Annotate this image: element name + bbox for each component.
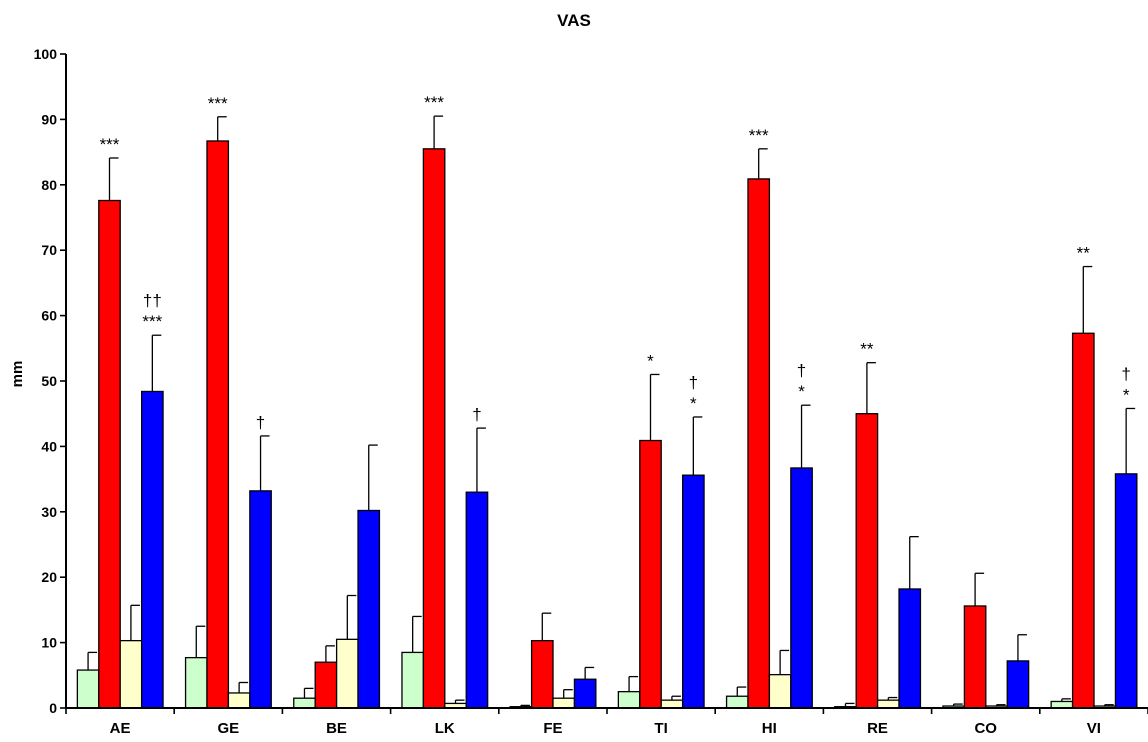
significance-marker: *** [100, 135, 120, 154]
bar [314, 661, 338, 709]
y-axis-label: mm [9, 361, 26, 388]
y-tick-label: 80 [41, 177, 57, 193]
bar [401, 651, 425, 709]
y-tick-label: 10 [41, 635, 57, 651]
bar [855, 413, 879, 709]
bar [140, 390, 164, 709]
axes-layer: AE GE BE LK FE TI HI RE CO VI 0 10 20 30 40 50 60 70 80 90 1… [34, 46, 1148, 737]
bar [227, 692, 251, 709]
bar [768, 673, 792, 709]
x-tick-label: AE [110, 720, 131, 737]
significance-marker: *** [208, 94, 228, 113]
bar [898, 588, 922, 709]
bar [747, 178, 771, 709]
bar [681, 474, 705, 709]
x-tick-label: FE [543, 720, 562, 737]
annotations-layer: ***††******†***†*†****†*****†* [100, 93, 1131, 432]
bar [206, 140, 230, 709]
y-tick-label: 30 [41, 504, 57, 520]
significance-marker: † [256, 413, 265, 432]
bar [963, 605, 987, 709]
y-tick-label: 40 [41, 438, 57, 454]
y-tick-label: 100 [34, 46, 58, 62]
bar [293, 697, 316, 709]
bar [1071, 332, 1095, 709]
bar [422, 148, 446, 709]
significance-marker: †† [143, 291, 162, 310]
x-tick-label: GE [217, 720, 239, 737]
bar [1114, 473, 1138, 709]
x-tick-label: BE [326, 720, 347, 737]
bar [335, 638, 359, 709]
bar [725, 695, 749, 709]
chart-title: VAS [557, 11, 591, 30]
bar [530, 639, 554, 709]
bar [552, 697, 576, 709]
significance-marker: *** [749, 126, 769, 145]
bar [184, 656, 208, 709]
bar [639, 439, 662, 709]
significance-marker: ** [1077, 244, 1091, 263]
y-tick-label: 70 [41, 242, 57, 258]
significance-marker: † [1121, 364, 1130, 383]
significance-marker: † [472, 405, 481, 424]
bar [76, 669, 100, 709]
bar [98, 199, 121, 709]
x-tick-label: RE [867, 720, 888, 737]
x-tick-label: TI [654, 720, 667, 737]
x-tick-label: CO [974, 720, 997, 737]
bar [876, 699, 900, 709]
bar [465, 491, 489, 709]
y-tick-label: 20 [41, 569, 57, 585]
bars-layer [76, 115, 1138, 709]
bar [249, 490, 272, 709]
bar [660, 699, 684, 709]
bar [357, 509, 381, 709]
significance-marker: *** [424, 93, 444, 112]
x-tick-label: HI [762, 720, 777, 737]
x-tick-label: LK [435, 720, 455, 737]
significance-marker: † [689, 373, 698, 392]
bar [1006, 660, 1030, 709]
significance-marker: * [647, 351, 654, 370]
x-tick-label: VI [1087, 720, 1101, 737]
y-tick-label: 60 [41, 308, 57, 324]
bar [119, 639, 143, 709]
bar [573, 678, 597, 709]
bar [617, 691, 641, 709]
significance-marker: *** [142, 312, 162, 331]
bar [790, 467, 813, 709]
y-tick-label: 50 [41, 373, 57, 389]
significance-marker: * [690, 394, 697, 413]
significance-marker: * [1123, 385, 1130, 404]
significance-marker: ** [860, 340, 874, 359]
y-tick-label: 90 [41, 111, 57, 127]
y-tick-label: 0 [49, 700, 57, 716]
significance-marker: † [797, 361, 806, 380]
significance-marker: * [798, 382, 805, 401]
